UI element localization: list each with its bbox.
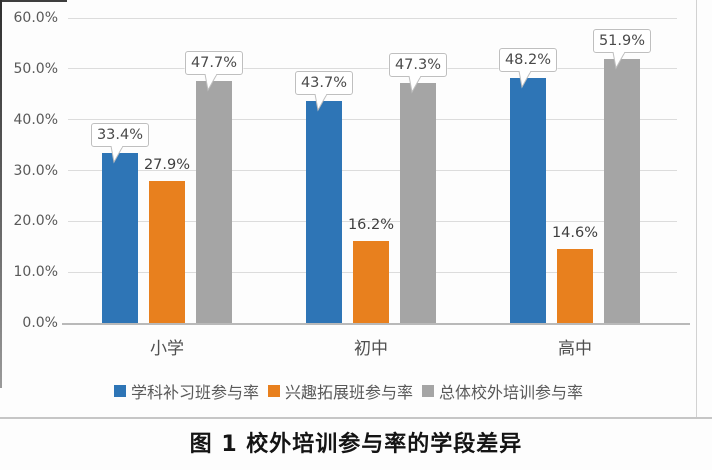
y-tick-label: 50.0% [13, 60, 58, 77]
data-label-callout: 33.4% [91, 123, 149, 148]
data-label-callout: 51.9% [593, 29, 651, 54]
data-label-callout: 43.7% [295, 70, 353, 95]
crop-edge-top-line [0, 0, 67, 2]
bar-orange-1 [149, 181, 185, 323]
x-axis-label: 高中 [558, 339, 592, 359]
separator-line [0, 417, 712, 419]
legend-swatch-icon [267, 385, 280, 397]
legend-label: 总体校外培训参与率 [439, 383, 584, 402]
data-label-callout-tail [407, 75, 425, 94]
bar-blue-3 [510, 77, 546, 323]
gridline [68, 68, 677, 70]
crop-edge-left-line [0, 0, 2, 388]
data-label-callout: 47.3% [389, 52, 447, 77]
y-tick-label: 60.0% [13, 10, 58, 26]
data-label-callout-tail [313, 93, 331, 112]
legend-item: 兴趣拓展班参与率 [267, 379, 413, 403]
gridline [68, 220, 677, 222]
data-label-callout-tail [611, 51, 629, 70]
y-tick-label: 10.0% [13, 264, 58, 281]
legend-item: 总体校外培训参与率 [422, 379, 583, 403]
bar-gray-2 [400, 82, 436, 323]
legend-item: 学科补习班参与率 [113, 379, 259, 403]
legend-swatch-icon [422, 385, 434, 397]
x-axis-label: 小学 [150, 339, 184, 359]
legend-swatch-icon [113, 385, 126, 397]
x-axis-line [62, 323, 690, 325]
data-label-callout: 48.2% [499, 47, 557, 72]
bar-gray-1 [196, 80, 232, 323]
y-tick-label: 0.0% [22, 315, 58, 331]
y-tick-label: 30.0% [13, 162, 58, 179]
chart-frame-right-line [696, 0, 697, 418]
bar-orange-2 [353, 240, 389, 323]
bar-gray-3 [604, 59, 640, 323]
y-tick-label: 20.0% [13, 213, 58, 230]
figure-caption: 图 1 校外培训参与率的学段差异 [189, 432, 523, 457]
gridline [68, 119, 677, 121]
gridline [68, 17, 677, 19]
y-tick-label: 40.0% [13, 111, 58, 128]
bar-blue-1 [102, 153, 138, 323]
data-label: 27.9% [143, 157, 191, 174]
gridline [68, 170, 677, 171]
legend-label: 学科补习班参与率 [130, 383, 259, 402]
chart-legend: 学科补习班参与率 兴趣拓展班参与率 总体校外培训参与率 [0, 379, 697, 403]
data-label-callout-tail [109, 145, 127, 164]
data-label-callout-tail [203, 73, 221, 92]
data-label: 14.6% [551, 224, 599, 241]
data-label: 16.2% [347, 216, 395, 233]
data-label-callout: 47.7% [185, 50, 243, 75]
data-label-callout-tail [517, 70, 535, 89]
bar-orange-3 [557, 248, 593, 323]
legend-label: 兴趣拓展班参与率 [284, 383, 413, 402]
x-axis-label: 初中 [354, 339, 388, 359]
bar-blue-2 [306, 100, 342, 323]
